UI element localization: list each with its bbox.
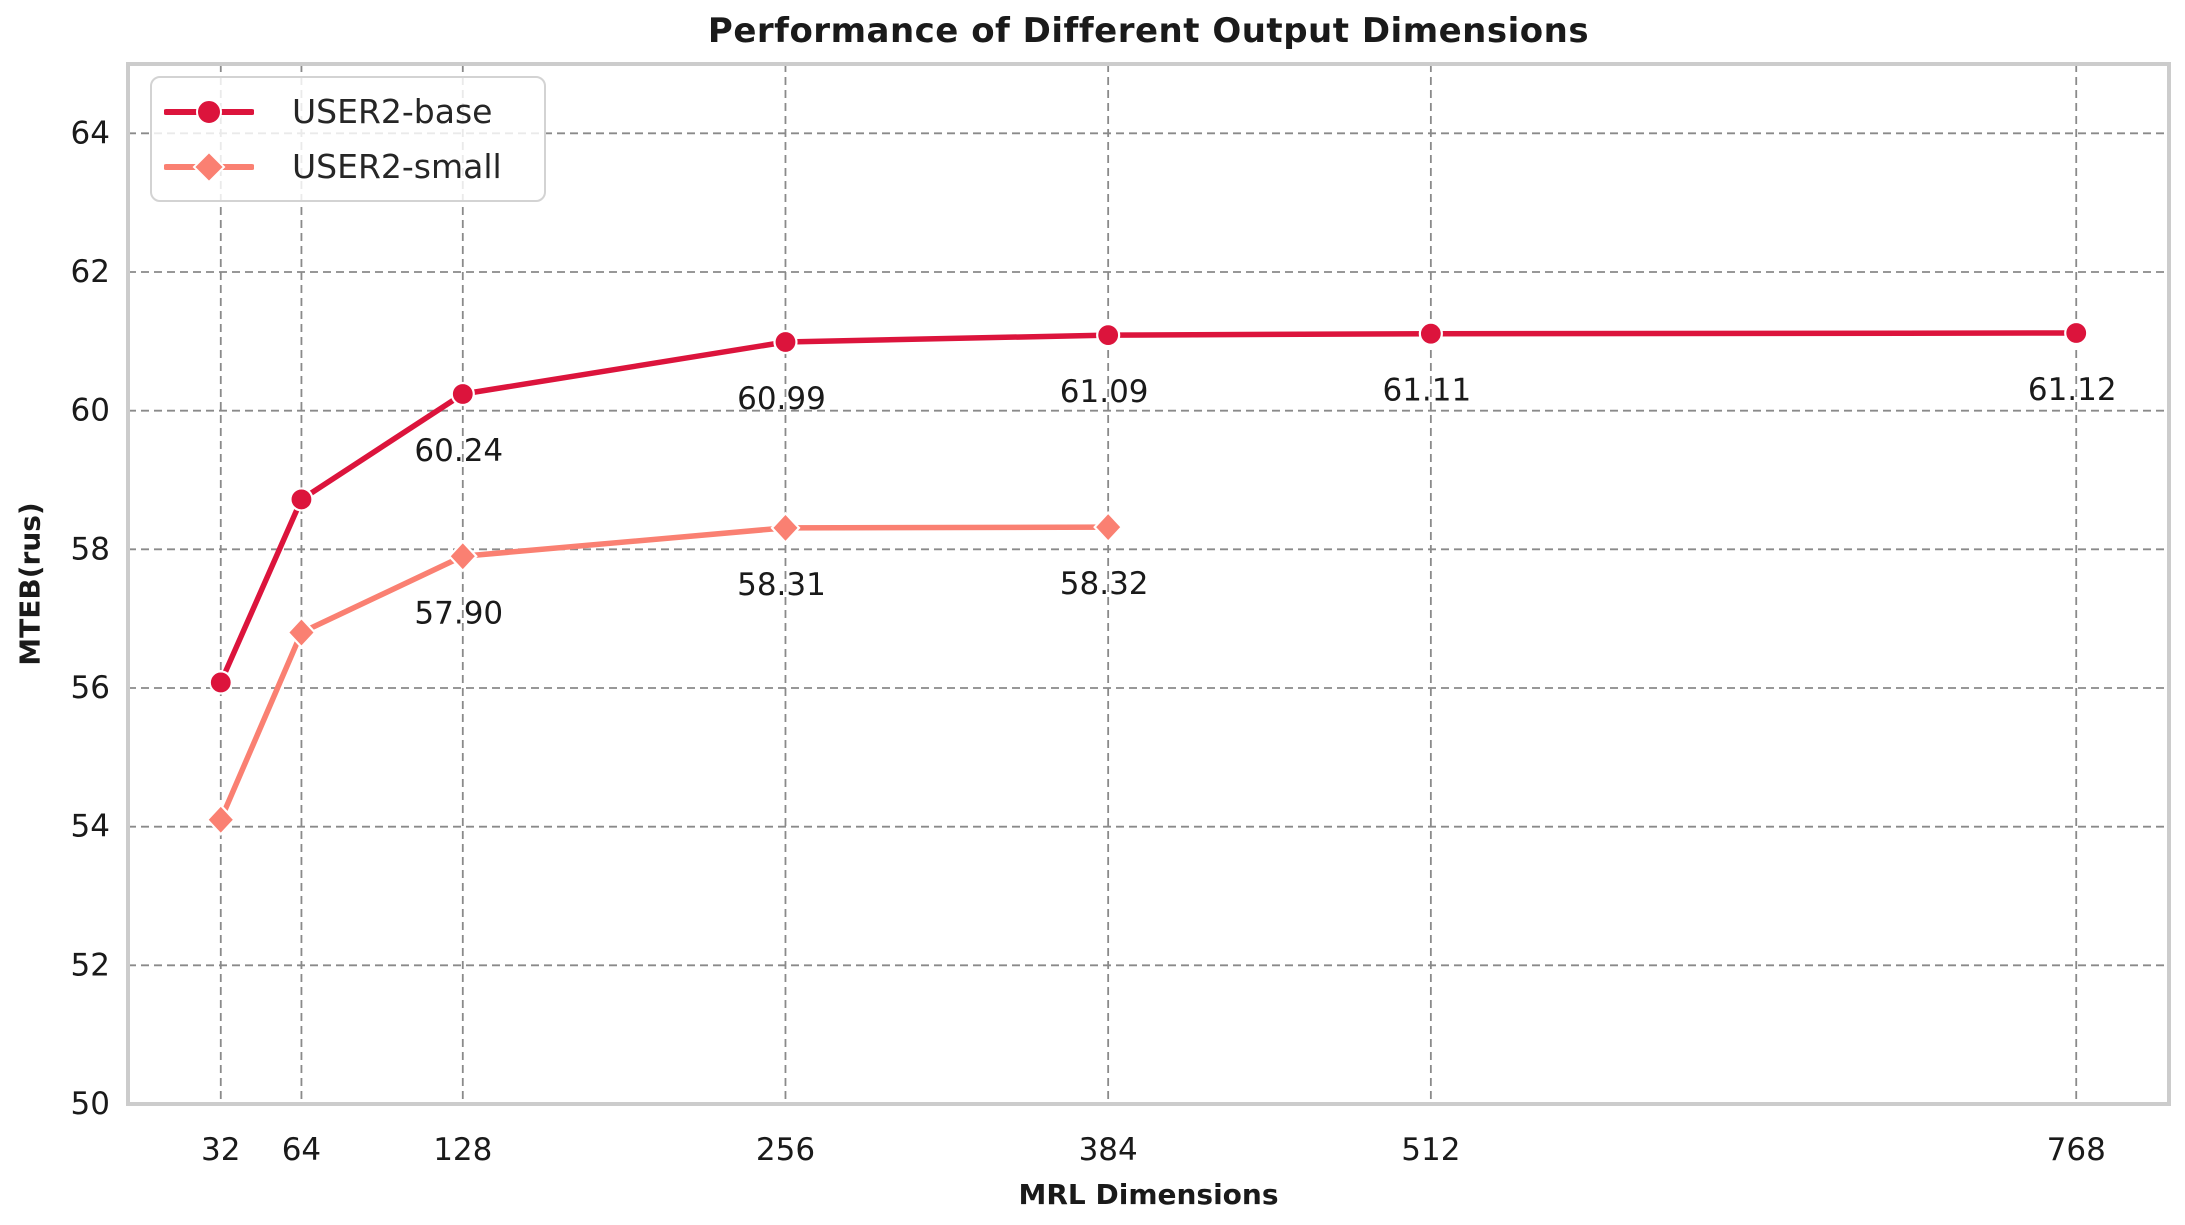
y-tick-label: 60 xyxy=(71,393,110,429)
legend-marker xyxy=(192,150,226,183)
plot-border xyxy=(126,62,2171,1106)
x-tick-label: 128 xyxy=(433,1132,492,1168)
data-point-marker xyxy=(447,540,478,573)
x-tick-label: 32 xyxy=(201,1132,240,1168)
legend-sample-circle-icon xyxy=(164,98,254,125)
legend-marker xyxy=(196,98,222,125)
point-value-label: 61.11 xyxy=(1382,373,1471,409)
x-tick-label: 384 xyxy=(1079,1132,1138,1168)
data-point-marker xyxy=(450,381,475,407)
point-value-label: 58.31 xyxy=(737,567,826,603)
legend-box: USER2-base USER2-small xyxy=(150,76,546,202)
y-tick-label: 52 xyxy=(71,947,110,983)
data-point-marker xyxy=(289,487,314,512)
data-point-marker xyxy=(770,511,801,544)
point-value-label: 60.99 xyxy=(737,381,826,417)
data-point-marker xyxy=(1418,321,1443,346)
y-tick-label: 62 xyxy=(71,254,110,290)
point-value-label: 57.90 xyxy=(414,595,503,631)
y-axis-label: MTEB(rus) xyxy=(13,502,47,666)
data-point-marker xyxy=(208,670,233,695)
point-value-label: 60.24 xyxy=(414,433,503,469)
legend-sample-diamond-icon xyxy=(164,150,254,183)
x-tick-label: 768 xyxy=(2047,1132,2106,1168)
x-tick-label: 256 xyxy=(756,1132,815,1168)
x-axis-label: MRL Dimensions xyxy=(1018,1178,1279,1211)
data-point-marker xyxy=(205,803,236,836)
chart-title: Performance of Different Output Dimensio… xyxy=(707,11,1590,51)
point-value-label: 61.12 xyxy=(2028,372,2117,408)
data-point-marker xyxy=(1096,322,1121,348)
y-tick-label: 64 xyxy=(71,115,110,151)
data-point-marker xyxy=(773,329,798,355)
data-point-marker xyxy=(286,616,317,649)
y-tick-label: 56 xyxy=(71,670,110,706)
legend-item-user2-base: USER2-base xyxy=(164,95,534,129)
legend-label: USER2-base xyxy=(292,92,493,131)
x-tick-label: 64 xyxy=(282,1132,321,1168)
legend-item-user2-small: USER2-small xyxy=(164,150,534,184)
point-value-label: 58.32 xyxy=(1060,566,1149,602)
data-point-marker xyxy=(2064,320,2089,346)
y-tick-label: 58 xyxy=(71,531,110,567)
legend-label: USER2-small xyxy=(292,147,502,186)
series-line-user2-small xyxy=(218,524,1111,823)
x-tick-label: 512 xyxy=(1401,1132,1460,1168)
data-point-marker xyxy=(1093,511,1124,544)
y-tick-label: 50 xyxy=(71,1086,110,1122)
y-tick-label: 54 xyxy=(71,809,110,845)
point-value-label: 61.09 xyxy=(1060,374,1149,410)
